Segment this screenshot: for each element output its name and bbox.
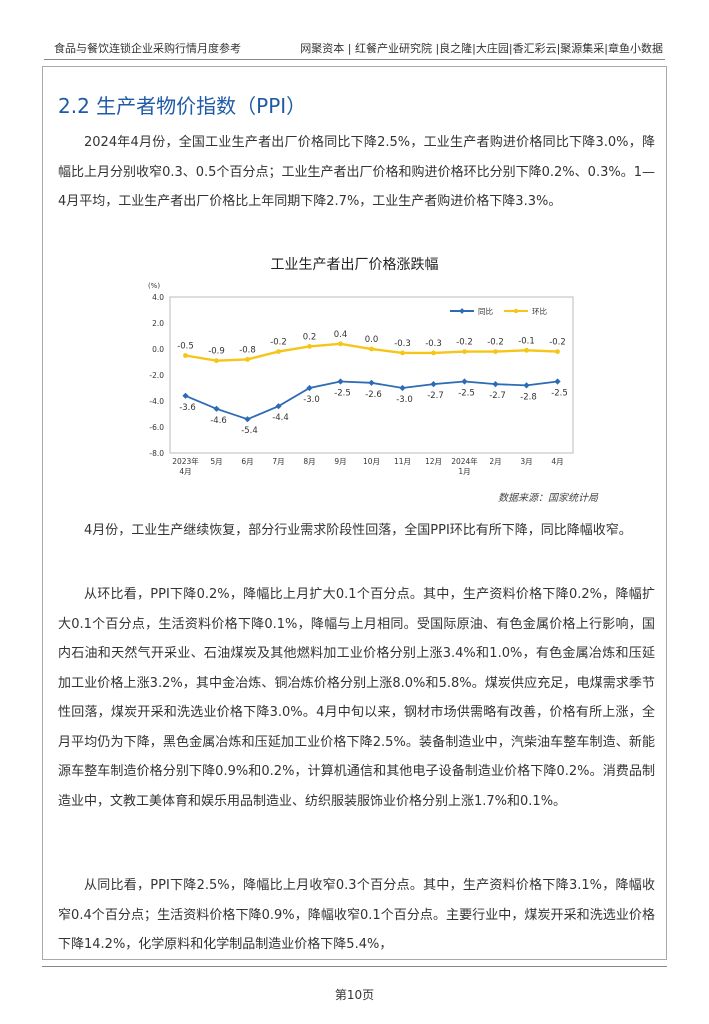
section-title: 2.2 生产者物价指数（PPI） bbox=[58, 94, 307, 118]
data-label: 0.2 bbox=[303, 332, 317, 342]
y-axis-unit-label: (%) bbox=[148, 282, 160, 290]
x-tick-label: 8月 bbox=[303, 457, 315, 466]
footer-divider bbox=[42, 966, 667, 967]
data-point bbox=[276, 349, 281, 354]
page-header: 食品与餐饮连锁企业采购行情月度参考 网聚资本 | 红餐产业研究院 |良之隆|大庄… bbox=[44, 38, 665, 60]
data-point bbox=[524, 347, 529, 353]
data-label: -2.5 bbox=[458, 389, 475, 399]
data-point bbox=[307, 344, 312, 349]
data-label: 0.0 bbox=[365, 335, 379, 345]
data-label: -0.2 bbox=[487, 338, 504, 348]
y-tick-label: 2.0 bbox=[152, 319, 164, 328]
header-publishers: 网聚资本 | 红餐产业研究院 |良之隆|大庄园|香汇彩云|聚源集采|章鱼小数据 bbox=[300, 42, 663, 55]
data-label: -0.5 bbox=[177, 342, 194, 352]
data-label: -0.2 bbox=[456, 338, 473, 348]
y-tick-label: 0.0 bbox=[152, 345, 164, 354]
chart-title: 工业生产者出厂价格涨跌幅 bbox=[270, 257, 439, 273]
x-tick-label: 7月 bbox=[272, 457, 284, 466]
data-point bbox=[183, 353, 188, 358]
paragraph-month-on-month: 从环比看，PPI下降0.2%，降幅比上月扩大0.1个百分点。其中，生产资料价格下… bbox=[58, 587, 655, 809]
paragraph-summary: 2024年4月份，全国工业生产者出厂价格同比下降2.5%，工业生产者购进价格同比… bbox=[58, 135, 655, 209]
data-point bbox=[400, 350, 405, 356]
x-tick-label: 10月 bbox=[363, 457, 380, 466]
paragraph-year-on-year: 从同比看，PPI下降2.5%，降幅比上月收窄0.3个百分点。其中，生产资料价格下… bbox=[58, 878, 655, 952]
x-tick-label: 1月 bbox=[458, 467, 470, 476]
data-label: 0.4 bbox=[334, 330, 348, 340]
y-tick-label: -8.0 bbox=[149, 449, 164, 458]
x-tick-label: 2024年 bbox=[451, 456, 478, 466]
data-label: -2.5 bbox=[551, 389, 568, 399]
data-point bbox=[337, 378, 344, 385]
data-label: -2.6 bbox=[365, 390, 382, 400]
x-tick-label: 9月 bbox=[334, 457, 346, 466]
data-label: -2.7 bbox=[427, 391, 444, 401]
data-point bbox=[430, 380, 437, 388]
x-tick-label: 2月 bbox=[489, 457, 501, 466]
x-tick-label: 3月 bbox=[520, 457, 532, 466]
legend-label: 环比 bbox=[532, 306, 547, 316]
data-point bbox=[492, 380, 499, 388]
data-label: -0.1 bbox=[518, 336, 535, 346]
y-tick-label: 4.0 bbox=[152, 293, 164, 302]
data-point bbox=[244, 416, 251, 423]
data-point bbox=[213, 405, 220, 412]
data-point bbox=[369, 346, 374, 352]
data-label: -0.8 bbox=[239, 345, 256, 355]
page-number: 第10页 bbox=[334, 988, 375, 1002]
data-label: -4.4 bbox=[272, 413, 289, 423]
data-point bbox=[338, 341, 343, 347]
legend-label: 同比 bbox=[478, 306, 493, 316]
chart-source-note: 数据来源：国家统计局 bbox=[498, 493, 598, 504]
y-tick-label: -6.0 bbox=[149, 423, 164, 432]
data-point bbox=[555, 349, 560, 354]
data-point bbox=[462, 349, 467, 354]
data-point bbox=[306, 384, 313, 392]
x-tick-label: 6月 bbox=[241, 457, 253, 466]
x-tick-label: 11月 bbox=[394, 457, 411, 466]
legend-marker bbox=[459, 308, 465, 314]
data-point bbox=[554, 378, 561, 385]
paragraph-overview: 4月份，工业生产继续恢复，部分行业需求阶段性回落，全国PPI环比有所下降，同比降… bbox=[84, 523, 632, 538]
y-tick-label: -4.0 bbox=[149, 397, 164, 406]
data-label: -3.0 bbox=[303, 395, 320, 405]
data-point bbox=[245, 357, 250, 362]
data-label: -0.3 bbox=[425, 339, 442, 349]
plot-area-border bbox=[169, 296, 574, 454]
data-point bbox=[214, 358, 219, 364]
data-label: -0.3 bbox=[394, 339, 411, 349]
data-label: -2.8 bbox=[520, 392, 537, 402]
x-tick-label: 5月 bbox=[210, 457, 222, 466]
data-label: -2.5 bbox=[334, 389, 351, 399]
data-point bbox=[523, 382, 530, 389]
data-point bbox=[399, 384, 406, 392]
data-point bbox=[182, 392, 189, 399]
x-tick-label: 4月 bbox=[179, 467, 191, 476]
header-report-title: 食品与餐饮连锁企业采购行情月度参考 bbox=[54, 42, 241, 55]
y-tick-label: -2.0 bbox=[149, 371, 164, 380]
data-point bbox=[368, 379, 375, 386]
data-label: -3.6 bbox=[179, 403, 196, 413]
data-point bbox=[431, 350, 436, 356]
data-point bbox=[461, 378, 468, 385]
x-tick-label: 4月 bbox=[551, 457, 563, 466]
data-label: -0.2 bbox=[549, 338, 566, 348]
data-label: -4.6 bbox=[210, 416, 227, 426]
data-label: -3.0 bbox=[396, 395, 413, 405]
legend-marker bbox=[513, 308, 519, 314]
data-label: -5.4 bbox=[241, 426, 258, 436]
x-tick-label: 12月 bbox=[425, 457, 442, 466]
data-label: -0.2 bbox=[270, 338, 287, 348]
data-label: -0.9 bbox=[208, 347, 225, 357]
data-point bbox=[493, 349, 498, 354]
x-tick-label: 2023年 bbox=[172, 456, 199, 466]
content-frame bbox=[42, 66, 667, 960]
header-divider bbox=[44, 59, 665, 60]
data-label: -2.7 bbox=[489, 391, 506, 401]
